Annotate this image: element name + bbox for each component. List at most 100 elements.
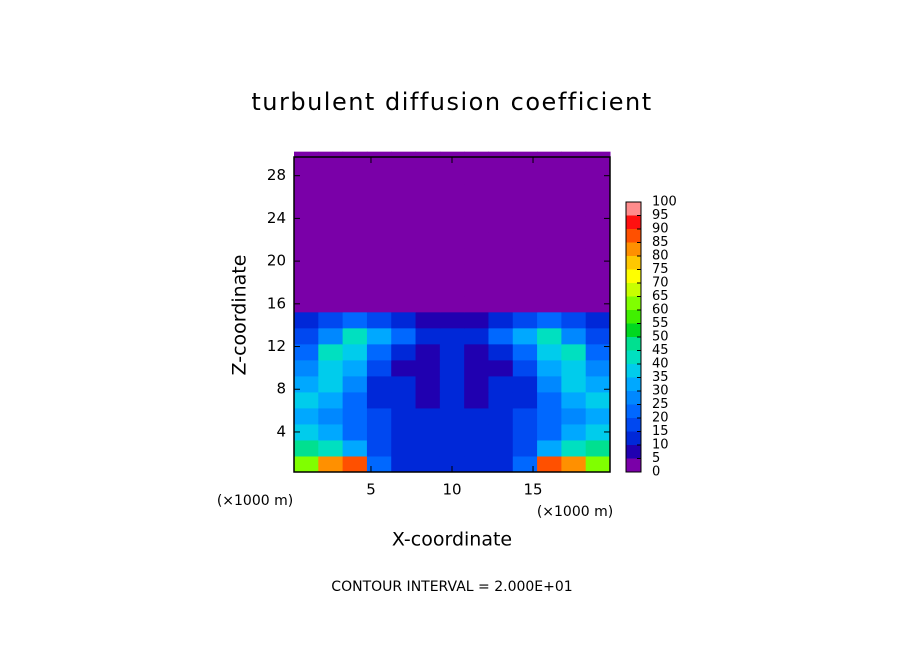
heat-cell <box>464 295 489 313</box>
heat-cell <box>512 231 538 249</box>
heat-cell <box>488 279 514 297</box>
colorbar-segment <box>626 229 641 243</box>
heat-cell <box>391 247 417 265</box>
heat-cell <box>561 199 587 217</box>
heat-cell <box>391 359 417 377</box>
heat-cell <box>464 455 489 473</box>
heat-cell <box>512 215 538 233</box>
colorbar-label: 60 <box>652 303 669 318</box>
heat-cell <box>366 311 392 329</box>
heat-cell <box>391 167 417 185</box>
heat-cell <box>488 247 514 265</box>
colorbar-segment <box>626 364 641 378</box>
heat-cell <box>294 151 319 169</box>
heat-cell <box>391 375 417 393</box>
heat-cell <box>366 375 392 393</box>
colorbar-segment <box>626 431 641 445</box>
heat-cell <box>537 231 562 249</box>
heat-cell <box>318 423 344 441</box>
heat-cell <box>585 439 611 457</box>
heat-cell <box>439 375 465 393</box>
heat-cell <box>391 263 417 281</box>
heat-cell <box>512 199 538 217</box>
heat-cell <box>561 247 587 265</box>
colorbar-label: 30 <box>652 384 669 399</box>
heat-cell <box>366 423 392 441</box>
colorbar-segment <box>626 242 641 256</box>
heat-cell <box>464 199 489 217</box>
heat-cell <box>585 343 611 361</box>
heat-cell <box>561 151 587 169</box>
heat-cell <box>294 199 319 217</box>
colorbar-label: 80 <box>652 249 669 264</box>
colorbar-segment <box>626 310 641 324</box>
heat-cell <box>294 455 319 473</box>
heat-cell <box>561 327 587 345</box>
heat-cell <box>512 391 538 409</box>
heat-cell <box>415 375 441 393</box>
heat-cell <box>537 247 562 265</box>
heat-cell <box>366 151 392 169</box>
heat-cell <box>391 279 417 297</box>
colorbar-segment <box>626 215 641 229</box>
heat-cell <box>488 407 514 425</box>
heat-cell <box>415 183 441 201</box>
heat-cell <box>464 359 489 377</box>
x-unit-label: (×1000 m) <box>217 493 293 509</box>
heat-cell <box>415 455 441 473</box>
x-tick-label: 15 <box>523 481 542 499</box>
colorbar-label: 25 <box>652 397 669 412</box>
heat-cell <box>318 439 344 457</box>
colorbar-label: 85 <box>652 235 669 250</box>
heat-cell <box>439 407 465 425</box>
heat-cell <box>342 327 368 345</box>
heat-cell <box>488 199 514 217</box>
heat-cell <box>561 391 587 409</box>
heat-cell <box>464 231 489 249</box>
heat-cell <box>488 215 514 233</box>
heat-cell <box>537 167 562 185</box>
heat-cell <box>318 231 344 249</box>
heat-cell <box>415 327 441 345</box>
heat-cell <box>537 455 562 473</box>
heat-cell <box>318 311 344 329</box>
heat-cell <box>537 263 562 281</box>
heat-cell <box>318 343 344 361</box>
heat-cell <box>342 199 368 217</box>
heat-cell <box>464 375 489 393</box>
heat-cell <box>294 391 319 409</box>
heat-cell <box>464 247 489 265</box>
heat-cell <box>537 183 562 201</box>
heat-cell <box>415 247 441 265</box>
heat-cell <box>537 151 562 169</box>
heat-cell <box>366 231 392 249</box>
heat-cell <box>391 455 417 473</box>
colorbar-label: 5 <box>652 451 660 466</box>
heat-cell <box>391 199 417 217</box>
heat-cell <box>512 183 538 201</box>
heat-cell <box>439 167 465 185</box>
heat-cell <box>561 423 587 441</box>
heat-cell <box>342 183 368 201</box>
colorbar-label: 100 <box>652 195 677 210</box>
colorbar-segment <box>626 377 641 391</box>
y-tick-label: 4 <box>276 422 286 440</box>
heat-cell <box>512 247 538 265</box>
heat-cell <box>415 167 441 185</box>
heat-cell <box>294 183 319 201</box>
heat-cell <box>488 343 514 361</box>
heat-cell <box>415 215 441 233</box>
heat-cell <box>342 359 368 377</box>
heat-cell <box>585 167 611 185</box>
heat-cell <box>585 183 611 201</box>
heat-cell <box>294 215 319 233</box>
colorbar-segment <box>626 391 641 405</box>
heat-cell <box>415 311 441 329</box>
colorbar-label: 0 <box>652 465 660 480</box>
heat-cell <box>366 439 392 457</box>
heat-cell <box>488 231 514 249</box>
heat-cell <box>439 423 465 441</box>
heat-cell <box>512 359 538 377</box>
heat-cell <box>439 295 465 313</box>
heat-cell <box>561 375 587 393</box>
